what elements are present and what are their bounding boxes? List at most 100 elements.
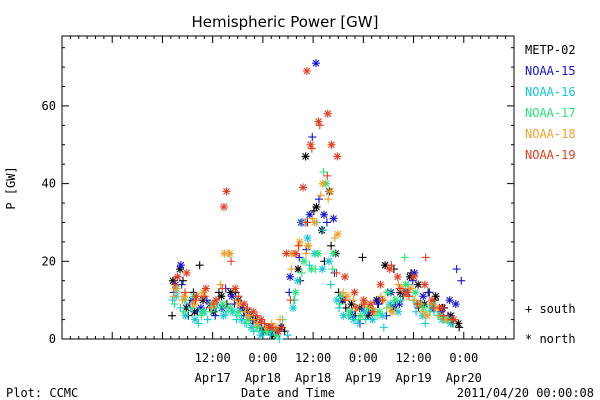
data-point-south (326, 280, 335, 289)
data-point-south (234, 292, 243, 301)
data-point-south (395, 284, 404, 293)
legend-entry-noaa-16: NOAA-16 (525, 85, 576, 99)
data-point-north (295, 237, 304, 246)
data-point-north (201, 284, 210, 293)
data-point-north (257, 315, 266, 324)
data-point-north (385, 265, 394, 274)
data-point-south (181, 288, 190, 297)
data-point-north (386, 300, 395, 309)
data-point-south (421, 253, 430, 262)
data-point-south (314, 195, 323, 204)
data-point-south (339, 288, 348, 297)
data-point-north (376, 280, 385, 289)
data-point-south (335, 300, 344, 309)
data-point-north (274, 327, 283, 336)
data-point-north (299, 183, 308, 192)
data-point-north (359, 296, 368, 305)
data-point-north (329, 214, 338, 223)
data-points (168, 59, 466, 343)
data-point-north (323, 109, 332, 118)
data-point-north (384, 288, 393, 297)
data-point-south (361, 315, 370, 324)
data-point-south (216, 280, 225, 289)
data-point-south (341, 296, 350, 305)
x-tick-label-date: Apr17 (195, 371, 231, 385)
data-point-north (219, 311, 228, 320)
data-point-south (202, 296, 211, 305)
data-point-south (341, 303, 350, 312)
data-point-south (170, 292, 179, 301)
legend: METP-02 NOAA-15 NOAA-16 NOAA-17 NOAA-18 NOAA-… (525, 43, 576, 162)
data-point-south (421, 319, 430, 328)
x-tick-label-time: 0:00 (248, 351, 277, 365)
marker-legend-south: + south (525, 302, 576, 316)
data-point-south (335, 303, 344, 312)
data-point-north (340, 272, 349, 281)
data-point-south (276, 315, 285, 324)
data-point-south (452, 265, 461, 274)
data-point-north (176, 261, 185, 270)
legend-entry-noaa-18: NOAA-18 (525, 127, 576, 141)
plot-frame (61, 35, 515, 340)
data-point-north (427, 296, 436, 305)
data-point-north (265, 323, 274, 332)
x-tick-label-time: 12:00 (395, 351, 431, 365)
data-point-north (225, 249, 234, 258)
data-point-north (249, 307, 258, 316)
data-point-south (332, 268, 341, 277)
data-point-north (445, 296, 454, 305)
legend-entry-metp-02: METP-02 (525, 43, 576, 57)
data-point-north (291, 249, 300, 258)
y-tick-label: 0 (49, 332, 56, 346)
data-point-south (305, 261, 314, 270)
data-point-south (170, 300, 179, 309)
x-tick-label-time: 0:00 (449, 351, 478, 365)
data-point-north (419, 303, 428, 312)
data-point-south (283, 331, 292, 340)
data-point-north (237, 315, 246, 324)
data-point-south (267, 319, 276, 328)
data-point-north (326, 187, 335, 196)
x-axis-label: Date and Time (241, 386, 335, 400)
data-point-south (379, 323, 388, 332)
data-point-south (178, 276, 187, 285)
data-point-south (203, 315, 212, 324)
data-point-north (318, 265, 327, 274)
data-point-south (457, 276, 466, 285)
data-point-south (227, 257, 236, 266)
data-point-south (354, 315, 363, 324)
x-tick-label-date: Apr19 (345, 371, 381, 385)
data-point-south (376, 292, 385, 301)
data-point-north (226, 303, 235, 312)
data-point-north (303, 234, 312, 242)
data-point-north (293, 276, 302, 285)
data-point-north (409, 272, 418, 281)
data-point-south (378, 296, 387, 305)
data-point-south (168, 296, 177, 305)
y-tick-label: 60 (42, 99, 56, 113)
data-point-south (194, 319, 203, 328)
data-point-north (192, 292, 201, 301)
data-point-north (333, 230, 342, 239)
footer-credit: Plot: CCMC (6, 386, 78, 400)
data-point-north (282, 249, 291, 258)
data-point-north (235, 307, 244, 316)
y-tick-label: 20 (42, 254, 56, 268)
data-point-south (349, 296, 358, 305)
data-point-north (318, 179, 327, 188)
data-point-north (190, 300, 199, 309)
data-point-south (195, 261, 204, 270)
data-point-north (310, 218, 319, 227)
data-point-south (319, 167, 328, 176)
data-point-south (294, 241, 303, 250)
data-point-south (224, 307, 233, 316)
data-point-north (391, 296, 400, 305)
data-point-north (231, 284, 240, 293)
data-point-north (345, 307, 354, 316)
x-tick-label-date: Apr18 (245, 371, 281, 385)
data-point-north (302, 66, 311, 75)
data-point-south (301, 249, 310, 258)
data-point-north (299, 257, 308, 266)
data-point-south (287, 265, 296, 274)
